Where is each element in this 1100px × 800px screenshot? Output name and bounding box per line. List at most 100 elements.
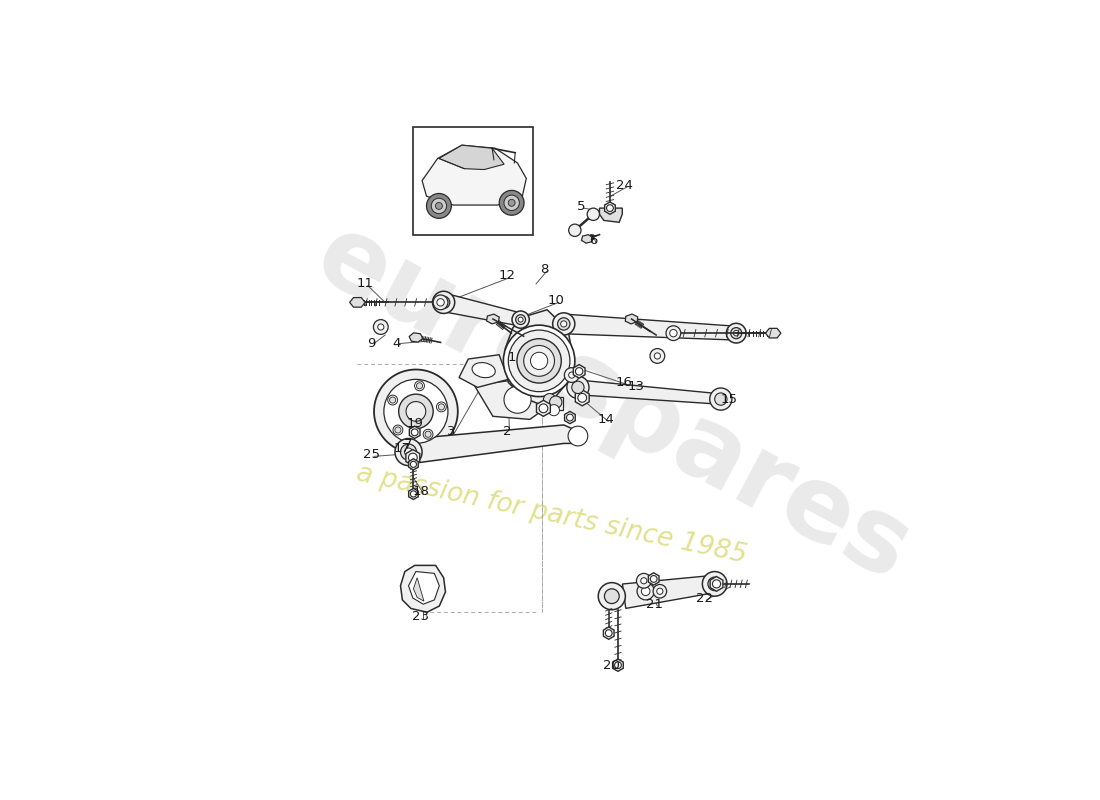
Circle shape	[637, 582, 654, 600]
Circle shape	[564, 368, 579, 382]
Circle shape	[393, 425, 403, 435]
Circle shape	[499, 190, 524, 215]
Circle shape	[715, 393, 727, 406]
Text: 15: 15	[720, 393, 737, 406]
Circle shape	[569, 372, 575, 378]
Text: 5: 5	[576, 200, 585, 214]
Circle shape	[387, 395, 397, 405]
Circle shape	[604, 589, 619, 603]
Polygon shape	[406, 425, 582, 463]
Polygon shape	[625, 314, 638, 324]
Text: 18: 18	[412, 485, 429, 498]
Circle shape	[438, 404, 444, 410]
Text: 14: 14	[597, 413, 614, 426]
Polygon shape	[408, 488, 418, 499]
Text: 4: 4	[392, 337, 400, 350]
Circle shape	[578, 394, 586, 402]
Circle shape	[670, 330, 678, 337]
Circle shape	[550, 396, 562, 408]
Circle shape	[575, 368, 583, 375]
Circle shape	[415, 381, 425, 390]
Circle shape	[653, 585, 667, 598]
Circle shape	[508, 199, 515, 206]
Polygon shape	[414, 578, 424, 601]
Circle shape	[424, 430, 433, 439]
Polygon shape	[400, 566, 446, 612]
Polygon shape	[600, 208, 623, 222]
Polygon shape	[648, 573, 659, 585]
Circle shape	[440, 299, 447, 306]
Polygon shape	[474, 379, 551, 419]
Circle shape	[384, 379, 448, 443]
Text: 23: 23	[412, 610, 429, 623]
Polygon shape	[578, 380, 722, 404]
Polygon shape	[563, 314, 737, 340]
Circle shape	[427, 194, 451, 218]
Circle shape	[512, 311, 529, 328]
Text: 22: 22	[695, 591, 713, 605]
Circle shape	[377, 324, 384, 330]
Text: 7: 7	[405, 438, 412, 450]
Circle shape	[398, 394, 433, 429]
Circle shape	[530, 352, 548, 370]
Polygon shape	[486, 314, 499, 324]
Circle shape	[400, 444, 417, 460]
Circle shape	[726, 323, 746, 343]
Polygon shape	[439, 145, 504, 170]
Circle shape	[710, 388, 732, 410]
Circle shape	[374, 370, 458, 454]
Circle shape	[431, 198, 447, 214]
Polygon shape	[766, 328, 781, 338]
Text: 16: 16	[616, 376, 632, 389]
Polygon shape	[409, 333, 422, 342]
Circle shape	[730, 328, 741, 338]
Circle shape	[437, 402, 447, 412]
Circle shape	[713, 580, 721, 588]
Bar	[546, 397, 562, 410]
Circle shape	[410, 462, 417, 467]
Text: 24: 24	[616, 179, 632, 192]
Circle shape	[543, 394, 556, 406]
Circle shape	[566, 414, 573, 421]
Text: a passion for parts since 1985: a passion for parts since 1985	[354, 461, 749, 569]
Polygon shape	[613, 659, 624, 671]
Text: 2: 2	[503, 426, 512, 438]
Circle shape	[508, 330, 570, 392]
Polygon shape	[573, 365, 585, 378]
Polygon shape	[408, 571, 439, 604]
Circle shape	[605, 630, 612, 637]
Polygon shape	[350, 298, 365, 307]
Circle shape	[650, 575, 657, 582]
Bar	[412, 127, 534, 234]
Circle shape	[438, 296, 450, 309]
Circle shape	[569, 224, 581, 237]
Polygon shape	[459, 354, 508, 387]
Polygon shape	[605, 202, 615, 214]
Circle shape	[516, 314, 526, 325]
Circle shape	[389, 397, 396, 403]
Polygon shape	[582, 234, 593, 243]
Circle shape	[666, 326, 681, 341]
Circle shape	[650, 349, 664, 363]
Polygon shape	[406, 450, 420, 466]
Text: 21: 21	[647, 598, 663, 610]
Circle shape	[654, 353, 660, 359]
Circle shape	[437, 298, 444, 306]
Circle shape	[572, 382, 584, 394]
Circle shape	[712, 581, 718, 587]
Circle shape	[587, 208, 600, 221]
Circle shape	[566, 376, 588, 398]
Text: 13: 13	[628, 380, 645, 394]
Circle shape	[408, 453, 417, 462]
Circle shape	[410, 491, 417, 497]
Text: 3: 3	[448, 426, 455, 438]
Circle shape	[373, 320, 388, 334]
Circle shape	[395, 438, 422, 466]
Circle shape	[598, 582, 625, 610]
Circle shape	[641, 587, 650, 595]
Circle shape	[436, 202, 442, 210]
Polygon shape	[623, 575, 716, 608]
Circle shape	[425, 431, 431, 438]
Circle shape	[405, 448, 412, 456]
Polygon shape	[564, 411, 575, 424]
